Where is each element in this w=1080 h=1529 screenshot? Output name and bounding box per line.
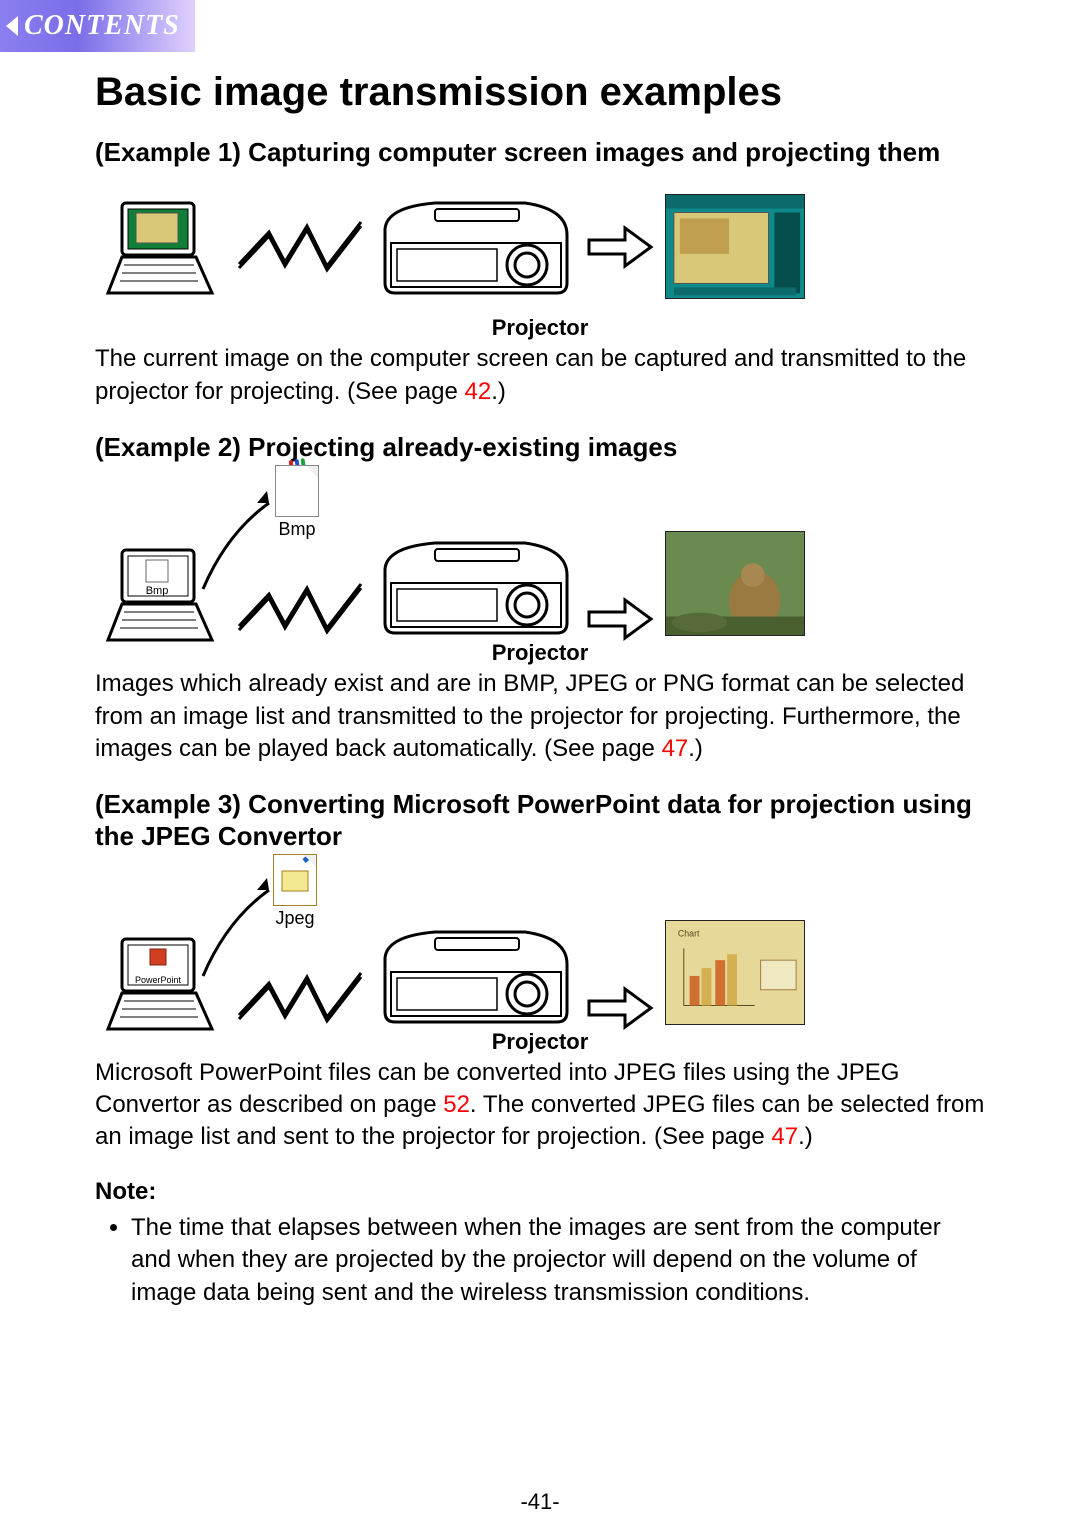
page-link-42[interactable]: 42: [465, 378, 492, 405]
arrow-right-icon: [585, 983, 655, 1033]
note-heading: Note:: [95, 1178, 985, 1206]
example2-body: Images which already exist and are in BM…: [95, 668, 985, 765]
page-title: Basic image transmission examples: [95, 70, 985, 115]
arrow-to-file-icon: [187, 860, 297, 990]
output-chart: Chart: [665, 920, 805, 1025]
projector-icon: [375, 529, 575, 644]
page-link[interactable]: 47: [771, 1123, 798, 1150]
projector-icon: [375, 918, 575, 1033]
example2-diagram: Bmp Bmp: [95, 469, 985, 644]
contents-banner[interactable]: CONTENTS: [0, 0, 195, 52]
svg-text:Chart: Chart: [678, 928, 700, 938]
arrow-to-file-icon: [187, 473, 297, 603]
example3-body: Microsoft PowerPoint files can be conver…: [95, 1057, 985, 1154]
example1-diagram: [95, 174, 985, 319]
wireless-icon: [235, 212, 365, 282]
page-link-47a[interactable]: 47: [662, 735, 689, 762]
back-triangle-icon: [6, 16, 18, 36]
arrow-right-icon: [585, 594, 655, 644]
note-item: The time that elapses between when the i…: [131, 1212, 985, 1309]
arrow-right-icon: [585, 222, 655, 272]
page-number: -41-: [0, 1489, 1080, 1515]
projector-icon: [375, 189, 575, 304]
example1-body: The current image on the computer screen…: [95, 343, 985, 408]
example3-heading: (Example 3) Converting Microsoft PowerPo…: [95, 789, 985, 851]
output-photo: [665, 531, 805, 636]
note-list: The time that elapses between when the i…: [95, 1212, 985, 1309]
svg-text:PowerPoint: PowerPoint: [135, 975, 182, 985]
contents-label: CONTENTS: [24, 10, 180, 42]
example3-diagram: Jpeg PowerPoint: [95, 858, 985, 1033]
page-content: Basic image transmission examples (Examp…: [95, 70, 985, 1309]
laptop-icon: [95, 197, 225, 297]
svg-text:Bmp: Bmp: [146, 585, 169, 597]
example1-heading: (Example 1) Capturing computer screen im…: [95, 137, 985, 168]
page-link[interactable]: 52: [443, 1091, 470, 1118]
output-screenshot: [665, 194, 805, 299]
example2-heading: (Example 2) Projecting already-existing …: [95, 432, 985, 463]
